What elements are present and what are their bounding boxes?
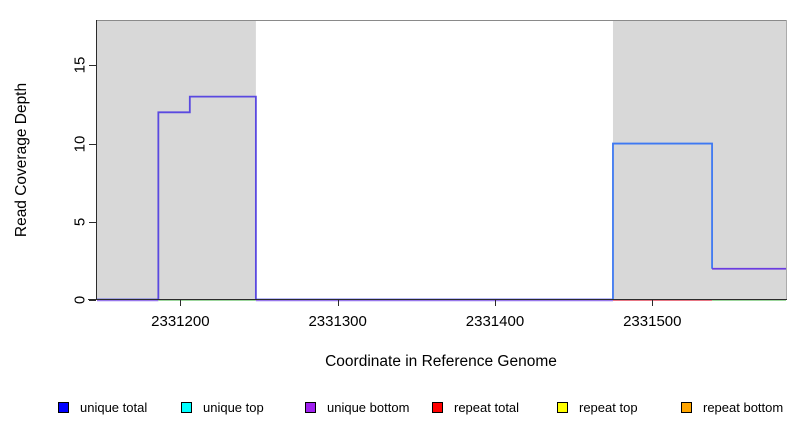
y-tick-label: 10 [71, 135, 89, 152]
legend-label: repeat bottom [703, 399, 784, 415]
legend-item: unique top [181, 398, 264, 416]
y-tick-label: 5 [71, 217, 89, 226]
legend-item: unique bottom [305, 398, 409, 416]
x-tick-label: 2331200 [151, 313, 210, 330]
x-axis-title: Coordinate in Reference Genome [325, 353, 557, 370]
legend-label: repeat total [454, 399, 520, 415]
x-tick-label: 2331400 [465, 313, 525, 330]
x-tick-label: 2331500 [623, 313, 682, 330]
y-tick-mark [89, 65, 96, 67]
y-axis-title: Read Coverage Depth [13, 82, 30, 238]
x-tick-mark [494, 300, 496, 306]
legend-swatch-icon [305, 401, 316, 413]
unique-bottom-step [157, 95, 257, 300]
legend: unique total unique top unique bottom repea… [0, 398, 792, 418]
x-tick-mark [180, 300, 182, 306]
legend-item: unique total [58, 398, 147, 416]
legend-label: repeat top [579, 399, 638, 415]
y-tick-mark [89, 221, 96, 223]
x-tick-mark [337, 300, 339, 306]
unique-total-step [612, 142, 713, 300]
legend-swatch-icon [432, 401, 443, 413]
plot-right-border [786, 20, 787, 300]
repeat-region-shade [97, 20, 256, 300]
legend-label: unique bottom [327, 399, 410, 415]
legend-label: unique top [203, 399, 264, 415]
x-tick-mark [652, 300, 654, 306]
legend-swatch-icon [681, 401, 692, 413]
y-tick-mark [89, 143, 96, 145]
plot-svg [97, 20, 786, 302]
x-axis-line [88, 299, 787, 300]
legend-swatch-icon [58, 401, 69, 413]
plot-top-border [96, 20, 786, 21]
y-axis-line [96, 20, 97, 300]
legend-item: repeat total [432, 398, 519, 416]
y-tick-mark [89, 300, 96, 301]
legend-swatch-icon [557, 401, 568, 413]
legend-label: unique total [80, 399, 148, 415]
legend-item: repeat top [557, 398, 638, 416]
y-tick-label: 15 [71, 57, 89, 74]
repeat-region-shade [612, 20, 786, 300]
x-tick-label: 2331300 [308, 313, 367, 330]
legend-swatch-icon [181, 401, 192, 413]
legend-item: repeat bottom [681, 398, 783, 416]
y-tick-label: 0 [71, 295, 89, 305]
